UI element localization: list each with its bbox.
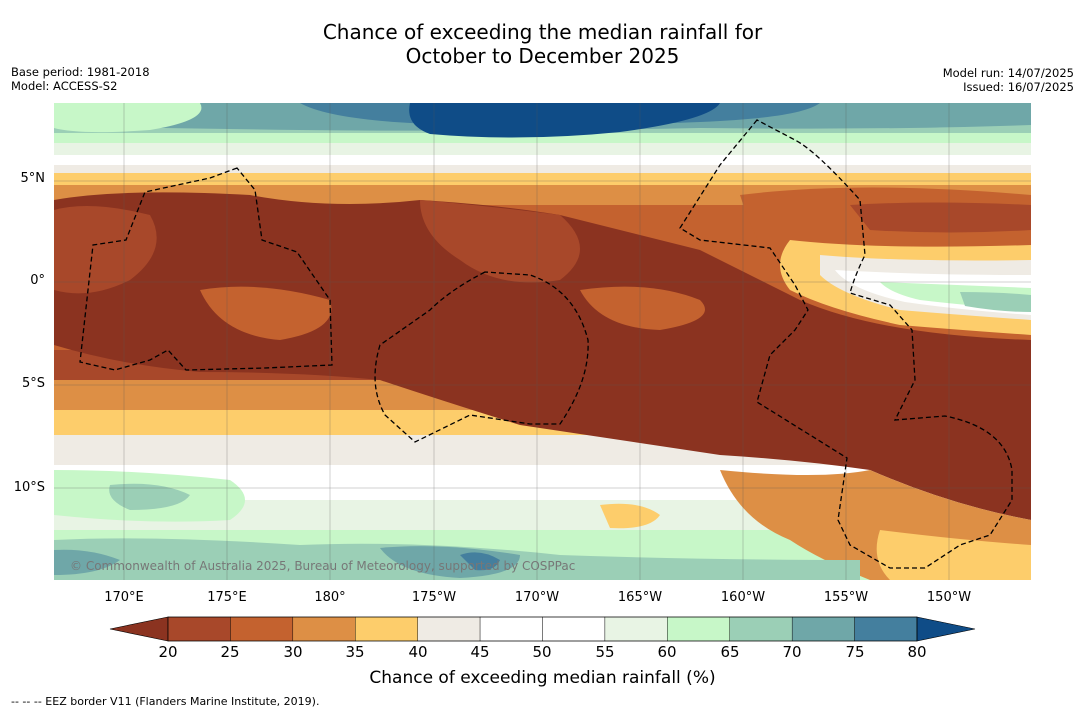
colorbar-extend-low <box>109 616 169 642</box>
colorbar-bin <box>479 616 543 642</box>
colorbar-tick: 25 <box>220 643 240 661</box>
lon-label-175w: 175°W <box>411 590 457 605</box>
lon-label-150w: 150°W <box>926 590 972 605</box>
colorbar-tick: 55 <box>595 643 615 661</box>
colorbar <box>109 616 976 642</box>
lat-label-0: 0° <box>30 273 45 288</box>
lat-label-10s: 10°S <box>13 480 45 495</box>
base-period-text: Base period: 1981-2018 <box>11 65 150 79</box>
eez-borders <box>79 119 1013 569</box>
lon-label-160w: 160°W <box>720 590 766 605</box>
colorbar-bin <box>167 616 231 642</box>
colorbar-bin <box>542 616 606 642</box>
meta-left: Base period: 1981-2018 Model: ACCESS-S2 <box>11 65 150 93</box>
lon-label-170e: 170°E <box>104 590 144 605</box>
colorbar-bin <box>854 616 918 642</box>
copyright-text: © Commonwealth of Australia 2025, Bureau… <box>70 559 575 573</box>
colorbar-tick: 50 <box>532 643 552 661</box>
colorbar-tick: 35 <box>345 643 365 661</box>
eez-footnote: -- -- -- EEZ border V11 (Flanders Marine… <box>11 695 320 708</box>
issued-text: Issued: 16/07/2025 <box>963 80 1074 94</box>
colorbar-label: Chance of exceeding median rainfall (%) <box>369 668 716 688</box>
colorbar-tick: 75 <box>845 643 865 661</box>
colorbar-tick: 20 <box>158 643 178 661</box>
colorbar-bin <box>230 616 294 642</box>
colorbar-bin <box>417 616 481 642</box>
chart-title: Chance of exceeding the median rainfall … <box>0 20 1085 68</box>
title-line-2: October to December 2025 <box>405 44 680 68</box>
model-text: Model: ACCESS-S2 <box>11 79 118 93</box>
colorbar-tick: 65 <box>720 643 740 661</box>
lon-label-155w: 155°W <box>823 590 869 605</box>
colorbar-bin <box>355 616 418 642</box>
colorbar-bin <box>604 616 668 642</box>
colorbar-tick: 70 <box>782 643 802 661</box>
colorbar-tick: 45 <box>470 643 490 661</box>
colorbar-bin <box>667 616 730 642</box>
colorbar-tick: 30 <box>283 643 303 661</box>
lon-label-170w: 170°W <box>514 590 560 605</box>
graticule <box>54 103 1031 580</box>
colorbar-extend-high <box>916 616 976 642</box>
lat-label-5s: 5°S <box>21 376 45 391</box>
lon-label-175e: 175°E <box>207 590 247 605</box>
lat-label-5n: 5°N <box>20 171 46 186</box>
colorbar-bin <box>729 616 793 642</box>
lon-label-165w: 165°W <box>617 590 663 605</box>
colorbar-bin <box>292 616 356 642</box>
wet-blob-north <box>409 103 720 138</box>
model-run-text: Model run: 14/07/2025 <box>942 66 1074 80</box>
colorbar-tick: 80 <box>907 643 927 661</box>
colorbar-bin <box>791 616 855 642</box>
title-line-1: Chance of exceeding the median rainfall … <box>322 20 763 44</box>
map-field <box>54 103 1031 580</box>
lon-label-180: 180° <box>314 590 346 605</box>
dry-region-core <box>54 192 1031 520</box>
colorbar-tick: 40 <box>408 643 428 661</box>
meta-right: Model run: 14/07/2025 Issued: 16/07/2025 <box>943 66 1074 94</box>
colorbar-tick: 60 <box>657 643 677 661</box>
